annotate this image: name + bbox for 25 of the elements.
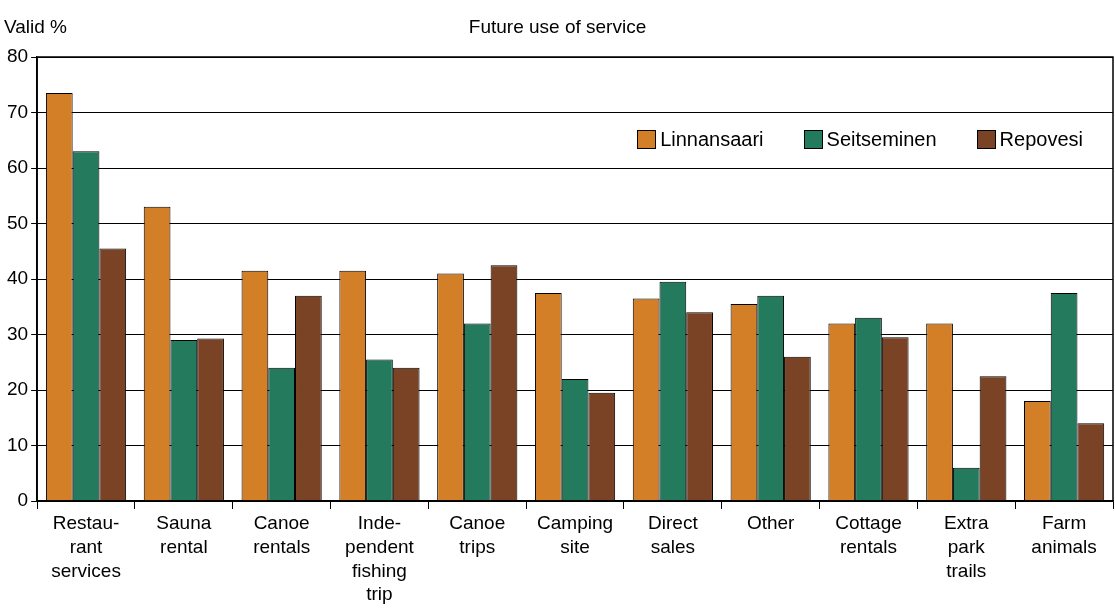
legend-label: Seitseminen xyxy=(826,128,937,152)
x-tick-label: Inde- pendent fishing trip xyxy=(345,512,415,605)
y-tick-label: 40 xyxy=(6,267,29,289)
x-tick-label: Restau- rant services xyxy=(51,512,121,581)
x-tick-label: Cottage rentals xyxy=(835,512,902,557)
y-axis-title: Valid % xyxy=(4,16,68,38)
legend-label: Linnansaari xyxy=(660,128,764,152)
legend-label: Repovesi xyxy=(999,128,1083,152)
y-tick-label: 70 xyxy=(6,100,29,122)
chart-title: Future use of service xyxy=(468,16,647,37)
y-tick-label: 10 xyxy=(6,433,29,455)
x-tick-label: Extra park trails xyxy=(944,512,989,581)
y-tick-label: 50 xyxy=(6,211,29,233)
y-tick-label: 0 xyxy=(17,489,29,511)
x-tick-label: Canoe rentals xyxy=(253,512,311,557)
y-tick-label: 20 xyxy=(6,378,29,400)
x-tick-label: Camping site xyxy=(537,512,614,557)
x-tick-label: Sauna rental xyxy=(156,512,212,557)
x-tick-label: Canoe trips xyxy=(449,512,506,557)
x-tick-label: Direct sales xyxy=(648,512,699,557)
y-tick-label: 30 xyxy=(6,322,29,344)
x-tick-label: Farm animals xyxy=(1031,512,1097,557)
x-tick-label: Other xyxy=(746,512,796,534)
y-tick-label: 80 xyxy=(6,45,29,67)
y-tick-label: 60 xyxy=(6,156,29,178)
